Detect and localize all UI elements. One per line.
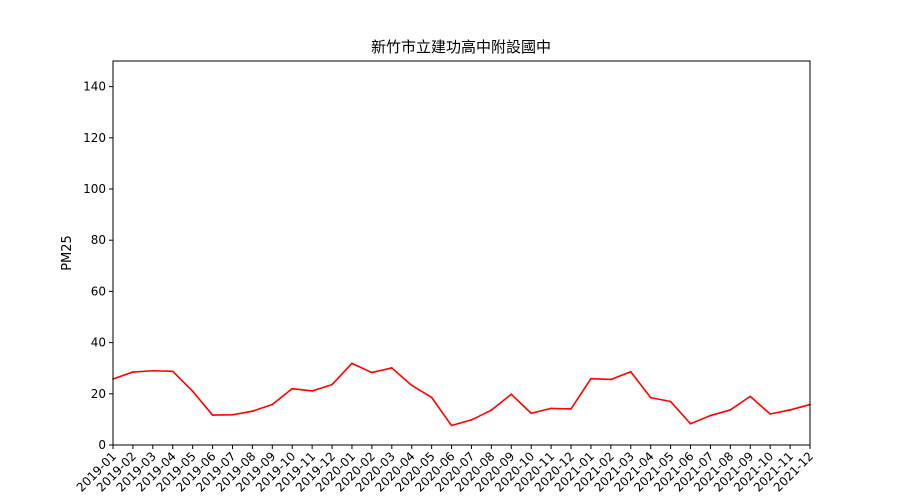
data-point: [590, 377, 592, 380]
data-point: [629, 370, 632, 373]
y-tick-label: 0: [98, 438, 106, 452]
x-axis: 2019-012019-022019-032019-042019-052019-…: [74, 445, 816, 495]
data-point: [470, 419, 473, 421]
series-line: [112, 362, 811, 427]
plot-area-frame: [112, 60, 811, 446]
y-tick-label: 140: [83, 80, 106, 94]
data-point: [689, 422, 692, 425]
data-point: [231, 413, 234, 416]
data-point: [729, 409, 732, 411]
data-point: [191, 390, 194, 393]
data-point: [749, 395, 752, 398]
data-point: [331, 383, 333, 386]
y-tick-label: 80: [91, 233, 106, 247]
data-point: [609, 378, 612, 381]
y-tick-label: 120: [83, 131, 106, 145]
y-tick-label: 40: [91, 336, 106, 350]
data-point: [789, 409, 791, 411]
data-point: [370, 371, 373, 374]
data-point: [171, 370, 174, 373]
data-point: [311, 390, 314, 392]
data-point: [490, 409, 493, 412]
data-point: [530, 412, 533, 415]
y-tick-label: 60: [91, 284, 106, 298]
data-point: [649, 396, 652, 399]
data-point: [251, 410, 254, 413]
data-point: [132, 371, 134, 373]
data-point: [151, 369, 154, 372]
y-axis: 0 20 40 60 80 100 120 140: [83, 80, 113, 452]
y-tick-label: 100: [83, 182, 106, 196]
data-point: [570, 408, 572, 410]
data-point: [390, 367, 393, 369]
y-tick-label: 20: [91, 387, 106, 401]
data-point: [211, 414, 214, 416]
data-point: [291, 387, 294, 390]
data-point: [351, 362, 353, 365]
data-point: [271, 403, 274, 406]
data-point: [510, 393, 513, 396]
data-point: [669, 400, 672, 403]
data-point: [769, 413, 772, 415]
data-point: [430, 396, 433, 399]
data-point: [709, 414, 712, 417]
y-axis-title: PM25: [60, 235, 75, 271]
data-point: [410, 384, 413, 387]
data-point: [550, 407, 553, 410]
chart-title: 新竹市立建功高中附設國中: [371, 38, 551, 56]
data-point: [450, 424, 453, 427]
